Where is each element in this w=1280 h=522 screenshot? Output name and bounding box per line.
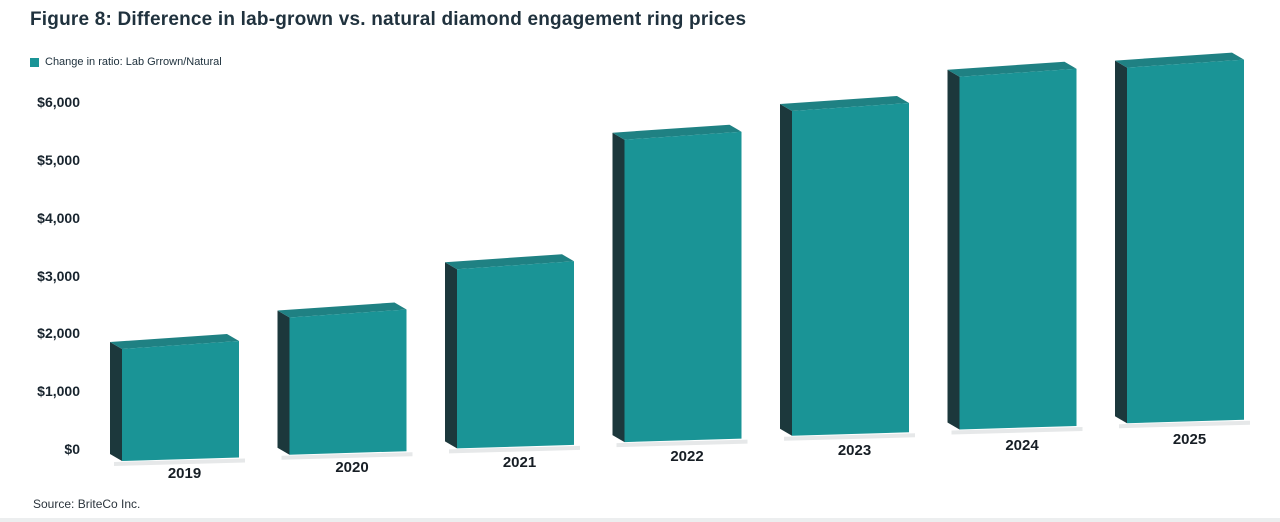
bar-2021-side-face bbox=[445, 262, 457, 449]
y-axis-label-5000: $5,000 bbox=[37, 151, 80, 168]
bar-2020-front-face bbox=[289, 309, 407, 455]
x-axis-label-2021: 2021 bbox=[502, 453, 537, 471]
bar-2024-side-face bbox=[947, 69, 960, 430]
bar-2023-shadow bbox=[784, 433, 915, 441]
bar-2022 bbox=[612, 124, 748, 448]
bar-2019-shadow bbox=[114, 458, 245, 466]
bar-2024-front-face bbox=[959, 68, 1077, 430]
page-bottom-divider bbox=[0, 518, 1280, 522]
legend: Change in ratio: Lab Grrown/Natural bbox=[30, 56, 222, 68]
bar-2025-side-face bbox=[1115, 60, 1127, 424]
y-axis-label-3000: $3,000 bbox=[37, 267, 80, 284]
x-axis-label-2024: 2024 bbox=[1005, 436, 1039, 454]
bar-2022-top-face bbox=[612, 124, 742, 140]
bar-2023-side-face bbox=[780, 104, 792, 436]
bar-2024-shadow bbox=[951, 427, 1083, 435]
bar-2023 bbox=[780, 96, 915, 441]
x-axis-label-2020: 2020 bbox=[335, 459, 369, 477]
bar-2022-side-face bbox=[612, 132, 625, 443]
bar-2025 bbox=[1115, 52, 1250, 429]
y-axis-label-0: $0 bbox=[64, 441, 80, 457]
figure-title: Figure 8: Difference in lab-grown vs. na… bbox=[30, 9, 747, 30]
bar-2023-front-face bbox=[792, 103, 909, 436]
bar-2024 bbox=[947, 61, 1083, 435]
bar-2020-side-face bbox=[277, 310, 290, 455]
bar-2023-top-face bbox=[780, 96, 909, 111]
bar-2020-top-face bbox=[277, 302, 407, 318]
legend-label: Change in ratio: Lab Grrown/Natural bbox=[45, 56, 222, 68]
bar-2019-top-face bbox=[110, 334, 239, 349]
bar-2019 bbox=[110, 334, 245, 466]
bar-2021-top-face bbox=[445, 254, 574, 270]
x-axis-label-2023: 2023 bbox=[837, 442, 872, 460]
bar-2021-shadow bbox=[449, 445, 580, 454]
legend-swatch-icon bbox=[30, 57, 39, 67]
bar-2022-shadow bbox=[616, 439, 748, 448]
bar-2025-shadow bbox=[1119, 420, 1250, 429]
bar-2021 bbox=[445, 254, 580, 454]
x-axis-label-2019: 2019 bbox=[167, 465, 202, 482]
x-axis-label-2025: 2025 bbox=[1172, 430, 1207, 448]
bar-2021-front-face bbox=[457, 261, 574, 449]
source-note: Source: BriteCo Inc. bbox=[33, 497, 141, 511]
bar-2019-front-face bbox=[122, 341, 239, 461]
bar-2025-top-face bbox=[1115, 52, 1244, 68]
bar-2025-front-face bbox=[1127, 59, 1244, 424]
y-axis-label-1000: $1,000 bbox=[37, 383, 80, 400]
bar-2022-front-face bbox=[624, 131, 742, 443]
bar-2024-top-face bbox=[947, 61, 1077, 77]
y-axis-label-2000: $2,000 bbox=[37, 325, 80, 342]
bar-2020 bbox=[277, 302, 413, 460]
bar-2019-side-face bbox=[110, 342, 122, 461]
x-axis-label-2022: 2022 bbox=[670, 447, 704, 465]
y-axis-label-6000: $6,000 bbox=[37, 94, 80, 111]
bar-2020-shadow bbox=[281, 452, 413, 460]
y-axis-label-4000: $4,000 bbox=[37, 209, 80, 226]
